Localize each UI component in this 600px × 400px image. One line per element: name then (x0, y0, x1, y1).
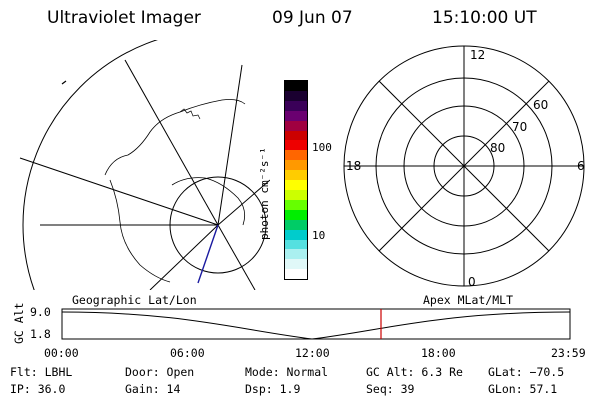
polar-panel-label: Apex MLat/MLT (423, 293, 514, 307)
status-ip: IP: 36.0 (10, 382, 66, 396)
date-label: 09 Jun 07 (272, 8, 353, 28)
colorbar (284, 80, 308, 280)
altitude-ytick-min: 1.8 (30, 327, 51, 341)
mlt-label-6: 6 (577, 159, 585, 173)
lat-label-60: 60 (533, 98, 548, 112)
altitude-xtick-0600: 06:00 (170, 346, 205, 360)
status-gain: Gain: 14 (125, 382, 181, 396)
colorbar-swatch (285, 170, 307, 181)
altitude-plot (61, 308, 571, 340)
lat-label-70: 70 (512, 120, 527, 134)
colorbar-swatch (285, 120, 307, 131)
status-seq: Seq: 39 (366, 382, 415, 396)
mlt-label-12: 12 (470, 48, 485, 62)
colorbar-swatch (285, 90, 307, 101)
geographic-map (19, 40, 270, 290)
polar-plot: 12 0 18 6 60 70 80 (343, 45, 585, 289)
colorbar-swatch (285, 259, 307, 270)
mlt-label-0: 0 (468, 275, 476, 289)
colorbar-swatch (285, 100, 307, 111)
colorbar-swatch (285, 110, 307, 121)
colorbar-swatch (285, 249, 307, 260)
colorbar-swatch (285, 160, 307, 171)
colorbar-swatch (285, 130, 307, 141)
colorbar-swatch (285, 189, 307, 200)
colorbar-tick-100: 100 (312, 141, 332, 154)
altitude-ytick-max: 9.0 (30, 305, 51, 319)
colorbar-tick-10: 10 (312, 229, 326, 242)
altitude-xtick-2359: 23:59 (551, 346, 586, 360)
colorbar-swatch (285, 269, 307, 280)
colorbar-swatch (285, 219, 307, 230)
status-glon: GLon: 57.1 (488, 382, 558, 396)
colorbar-swatch (285, 140, 307, 151)
colorbar-swatch (285, 180, 307, 190)
lat-label-80: 80 (490, 141, 505, 155)
time-label: 15:10:00 UT (432, 8, 537, 28)
altitude-ylabel: GC Alt (12, 302, 26, 344)
status-door: Door: Open (125, 365, 195, 379)
status-dsp: Dsp: 1.9 (245, 382, 301, 396)
colorbar-unit-label: photon cm⁻²s⁻¹ (258, 147, 271, 240)
status-glat: GLat: −70.5 (488, 365, 565, 379)
mlt-label-18: 18 (346, 159, 361, 173)
colorbar-swatch (285, 150, 307, 161)
colorbar-swatch (285, 199, 307, 210)
colorbar-swatch (285, 239, 307, 250)
altitude-xtick-1200: 12:00 (295, 346, 330, 360)
colorbar-swatch (285, 209, 307, 220)
status-gc-alt: GC Alt: 6.3 Re (366, 365, 463, 379)
status-mode: Mode: Normal (245, 365, 329, 379)
altitude-xtick-0000: 00:00 (44, 346, 79, 360)
colorbar-swatch (285, 229, 307, 240)
status-filter: Flt: LBHL (10, 365, 73, 379)
app-title: Ultraviolet Imager (47, 8, 201, 28)
geo-panel-label: Geographic Lat/Lon (72, 293, 197, 307)
colorbar-swatch (285, 81, 307, 91)
altitude-xtick-1800: 18:00 (421, 346, 456, 360)
